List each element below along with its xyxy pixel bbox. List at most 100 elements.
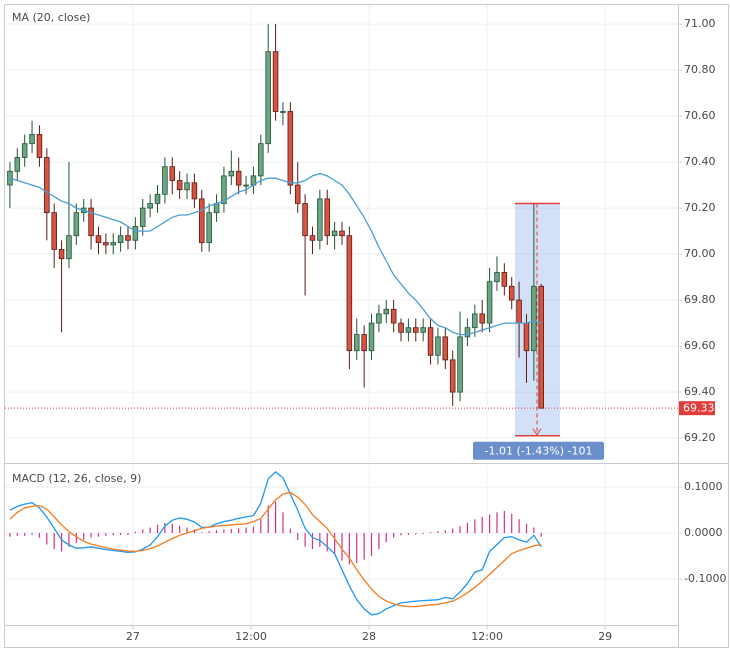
candle-body bbox=[110, 242, 116, 246]
y-tick-label: 70.40 bbox=[684, 155, 716, 168]
candle-body bbox=[353, 334, 360, 352]
candle-body bbox=[95, 235, 102, 243]
x-tick-label: 27 bbox=[126, 630, 140, 643]
candle-body bbox=[486, 281, 493, 324]
candle-body bbox=[494, 272, 500, 283]
candle-body bbox=[117, 235, 124, 243]
candle-body bbox=[346, 235, 353, 352]
y-tick-label: 70.20 bbox=[684, 201, 716, 214]
candle-body bbox=[199, 198, 205, 243]
candle-body bbox=[206, 212, 212, 243]
y-tick-label: 69.80 bbox=[684, 293, 716, 306]
x-tick-label: 29 bbox=[598, 630, 612, 643]
candle-body bbox=[228, 170, 235, 177]
candle-body bbox=[280, 111, 286, 113]
candle-body bbox=[331, 230, 338, 237]
candle-body bbox=[442, 336, 449, 361]
macd-line bbox=[9, 491, 542, 608]
last-price-tag bbox=[679, 401, 715, 416]
candle-body bbox=[139, 207, 146, 227]
measure-arrowhead bbox=[532, 428, 542, 436]
candle-body bbox=[531, 285, 537, 352]
candle-body bbox=[508, 285, 515, 301]
candle-body bbox=[265, 51, 271, 145]
candle-body bbox=[132, 226, 139, 241]
x-tick-label: 12:00 bbox=[235, 630, 267, 643]
candle-body bbox=[501, 272, 508, 287]
candle-body bbox=[176, 180, 183, 191]
y-tick-label: 0.1000 bbox=[684, 480, 723, 493]
candle-body bbox=[464, 327, 471, 338]
plot bbox=[5, 24, 678, 616]
y-tick-label: 0.0000 bbox=[684, 526, 723, 539]
candle-body bbox=[538, 285, 544, 409]
measure-label: -1.01 (-1.43%) -101 bbox=[485, 444, 593, 457]
candle-body bbox=[169, 166, 176, 181]
candle-body bbox=[258, 143, 264, 177]
candle-body bbox=[398, 322, 404, 333]
candle-body bbox=[103, 242, 109, 246]
macd-line bbox=[9, 471, 542, 616]
candle-body bbox=[376, 313, 382, 324]
candle-body bbox=[51, 212, 57, 250]
candle-body bbox=[420, 327, 426, 333]
candle-body bbox=[339, 230, 345, 237]
candle-body bbox=[66, 235, 72, 260]
candle-body bbox=[457, 336, 463, 393]
candle-body bbox=[309, 235, 316, 241]
candle-body bbox=[413, 327, 419, 333]
candle-body bbox=[294, 184, 301, 204]
y-tick-label: 71.00 bbox=[684, 17, 716, 30]
y-tick-label: 70.80 bbox=[684, 63, 716, 76]
candle-body bbox=[324, 198, 330, 237]
macd-title: MACD (12, 26, close, 9) bbox=[12, 472, 141, 485]
candle-body bbox=[73, 212, 80, 237]
candle-body bbox=[368, 322, 375, 352]
y-tick-label: 70.00 bbox=[684, 247, 716, 260]
candle-body bbox=[184, 182, 190, 191]
y-tick-label: -0.1000 bbox=[684, 572, 726, 585]
last-price-label: 69.33 bbox=[683, 402, 715, 415]
candle-body bbox=[302, 203, 308, 237]
candle-body bbox=[479, 313, 485, 324]
y-tick-label: 69.60 bbox=[684, 339, 716, 352]
candle-body bbox=[147, 203, 153, 209]
y-tick-label: 69.40 bbox=[684, 385, 716, 398]
candle-body bbox=[191, 182, 198, 200]
candle-body bbox=[472, 313, 478, 329]
candle-body bbox=[14, 157, 21, 172]
x-tick-label: 28 bbox=[362, 630, 376, 643]
candle-body bbox=[516, 299, 522, 324]
candle-body bbox=[523, 322, 530, 352]
candle-body bbox=[272, 51, 279, 112]
candle-body bbox=[243, 184, 249, 187]
candle-body bbox=[125, 235, 131, 241]
candle-body bbox=[21, 143, 28, 158]
candle-body bbox=[58, 249, 65, 260]
ma-legend: MA (20, close) bbox=[12, 11, 90, 24]
candle-body bbox=[390, 308, 397, 324]
candle-body bbox=[405, 327, 412, 333]
candle-body bbox=[435, 336, 441, 356]
candle-body bbox=[287, 111, 294, 186]
candle-body bbox=[221, 175, 227, 204]
candle-body bbox=[29, 134, 35, 145]
ma-line bbox=[9, 172, 542, 336]
x-tick-label: 12:00 bbox=[471, 630, 503, 643]
measure-label-box bbox=[473, 441, 604, 460]
y-tick-label: 70.60 bbox=[684, 109, 716, 122]
candle-body bbox=[427, 327, 434, 356]
candle-body bbox=[213, 203, 220, 214]
candle-body bbox=[44, 157, 50, 214]
candle-body bbox=[235, 170, 242, 186]
candle-body bbox=[88, 207, 94, 237]
candle-body bbox=[162, 166, 168, 195]
y-tick-label: 69.20 bbox=[684, 431, 716, 444]
candle-body bbox=[449, 359, 456, 393]
candle-body bbox=[317, 198, 323, 241]
candle-body bbox=[154, 193, 161, 204]
candle-body bbox=[361, 334, 367, 352]
candle-body bbox=[36, 134, 43, 158]
candle-body bbox=[383, 308, 390, 315]
